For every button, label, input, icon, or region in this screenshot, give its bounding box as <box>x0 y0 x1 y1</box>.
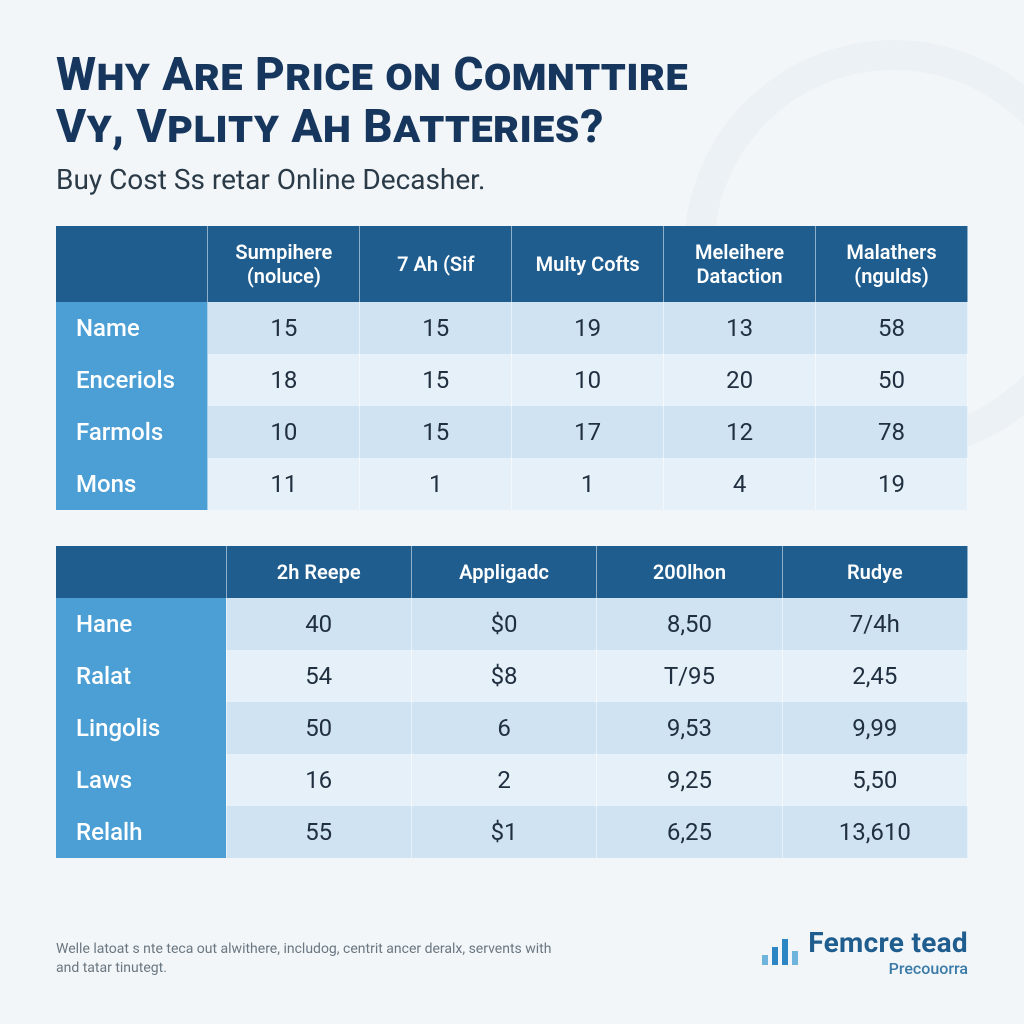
table-1-header-row: Sumpihere (noluce) 7 Ah (Sif Multy Cofts… <box>56 226 968 302</box>
table-1-col-4: Meleihere Dataction <box>664 226 816 302</box>
cell: 55 <box>226 806 411 858</box>
title-line-2: Vy, Vplity Ah Batteries? <box>56 100 604 154</box>
cell: $8 <box>411 650 596 702</box>
cell: 8,50 <box>597 598 782 650</box>
cell: T/95 <box>597 650 782 702</box>
cell: 15 <box>360 406 512 458</box>
cell: 4 <box>664 458 816 510</box>
cell: $0 <box>411 598 596 650</box>
cell: 15 <box>208 302 360 354</box>
table-row: Hane 40 $0 8,50 7/4h <box>56 598 968 650</box>
cell: 58 <box>816 302 968 354</box>
table-2-header-row: 2h Reepe Appligadc 200lhon Rudye <box>56 546 968 598</box>
row-label: Relalh <box>56 806 226 858</box>
row-label: Farmols <box>56 406 208 458</box>
cell: 50 <box>226 702 411 754</box>
cell: 78 <box>816 406 968 458</box>
cell: 9,53 <box>597 702 782 754</box>
title-line-1: Why Are Price on Comnttire <box>56 48 688 102</box>
cell: 1 <box>360 458 512 510</box>
cell: 17 <box>512 406 664 458</box>
cell: 6,25 <box>597 806 782 858</box>
brand-tagline: Precouorra <box>808 959 968 978</box>
cell: 13,610 <box>782 806 967 858</box>
cell: 11 <box>208 458 360 510</box>
cell: 20 <box>664 354 816 406</box>
table-1-col-3: Multy Cofts <box>512 226 664 302</box>
row-label: Laws <box>56 754 226 806</box>
cell: 2,45 <box>782 650 967 702</box>
cell: 15 <box>360 354 512 406</box>
bar-chart-icon <box>762 939 798 965</box>
cell: 15 <box>360 302 512 354</box>
cell: 19 <box>512 302 664 354</box>
cell: 6 <box>411 702 596 754</box>
table-row: Enceriols 18 15 10 20 50 <box>56 354 968 406</box>
table-row: Mons 11 1 1 4 19 <box>56 458 968 510</box>
comparison-table-1: Sumpihere (noluce) 7 Ah (Sif Multy Cofts… <box>56 226 968 510</box>
cell: 2 <box>411 754 596 806</box>
table-row: Ralat 54 $8 T/95 2,45 <box>56 650 968 702</box>
table-row: Farmols 10 15 17 12 78 <box>56 406 968 458</box>
row-label: Mons <box>56 458 208 510</box>
table-row: Relalh 55 $1 6,25 13,610 <box>56 806 968 858</box>
footnote: Welle latoat s nte teca out alwithere, i… <box>56 940 576 978</box>
cell: 54 <box>226 650 411 702</box>
cell: 7/4h <box>782 598 967 650</box>
cell: 5,50 <box>782 754 967 806</box>
cell: 9,99 <box>782 702 967 754</box>
table-1-col-2: 7 Ah (Sif <box>360 226 512 302</box>
brand-name: Femcre tead <box>808 926 968 959</box>
cell: 18 <box>208 354 360 406</box>
table-2-col-3: 200lhon <box>597 546 782 598</box>
cell: 1 <box>512 458 664 510</box>
cell: 40 <box>226 598 411 650</box>
page: Why Are Price on Comnttire Vy, Vplity Ah… <box>0 0 1024 898</box>
table-2-corner <box>56 546 226 598</box>
cell: $1 <box>411 806 596 858</box>
table-2-col-2: Appligadc <box>411 546 596 598</box>
page-title: Why Are Price on Comnttire Vy, Vplity Ah… <box>56 50 968 153</box>
cell: 13 <box>664 302 816 354</box>
page-subtitle: Buy Cost Ss retar Online Decasher. <box>56 163 968 196</box>
cell: 16 <box>226 754 411 806</box>
cell: 50 <box>816 354 968 406</box>
table-row: Lingolis 50 6 9,53 9,99 <box>56 702 968 754</box>
row-label: Enceriols <box>56 354 208 406</box>
brand-text: Femcre tead Precouorra <box>808 926 968 978</box>
table-row: Laws 16 2 9,25 5,50 <box>56 754 968 806</box>
cell: 10 <box>512 354 664 406</box>
table-1-corner <box>56 226 208 302</box>
table-1-col-5: Malathers (ngulds) <box>816 226 968 302</box>
table-2-col-4: Rudye <box>782 546 967 598</box>
footer: Welle latoat s nte teca out alwithere, i… <box>56 926 968 978</box>
comparison-table-2: 2h Reepe Appligadc 200lhon Rudye Hane 40… <box>56 546 968 858</box>
cell: 12 <box>664 406 816 458</box>
cell: 19 <box>816 458 968 510</box>
row-label: Lingolis <box>56 702 226 754</box>
cell: 10 <box>208 406 360 458</box>
table-row: Name 15 15 19 13 58 <box>56 302 968 354</box>
cell: 9,25 <box>597 754 782 806</box>
brand-lockup: Femcre tead Precouorra <box>762 926 968 978</box>
row-label: Name <box>56 302 208 354</box>
table-1-col-1: Sumpihere (noluce) <box>208 226 360 302</box>
row-label: Ralat <box>56 650 226 702</box>
row-label: Hane <box>56 598 226 650</box>
table-2-col-1: 2h Reepe <box>226 546 411 598</box>
